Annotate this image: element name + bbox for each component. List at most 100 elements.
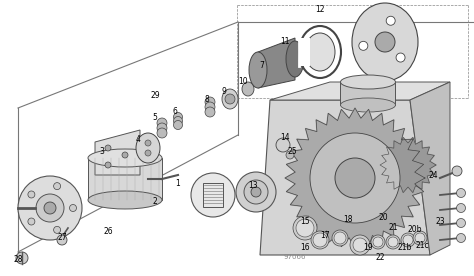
Circle shape [386, 16, 395, 25]
Ellipse shape [340, 98, 395, 112]
Text: 9: 9 [221, 87, 227, 97]
Text: 5: 5 [153, 113, 157, 123]
Text: 19: 19 [363, 243, 373, 253]
Polygon shape [270, 82, 450, 100]
Circle shape [70, 205, 76, 211]
Circle shape [28, 218, 35, 225]
Circle shape [54, 226, 61, 233]
Circle shape [157, 123, 167, 133]
Text: 16: 16 [300, 243, 310, 253]
Bar [203, 183, 223, 207]
Text: 29: 29 [150, 91, 160, 100]
Circle shape [191, 173, 235, 217]
Text: 21b: 21b [398, 243, 412, 253]
Text: 17: 17 [320, 230, 330, 240]
Polygon shape [88, 158, 162, 200]
Text: 21c: 21c [415, 240, 429, 250]
Circle shape [375, 32, 395, 52]
Circle shape [371, 235, 385, 249]
Circle shape [251, 187, 261, 197]
Polygon shape [340, 82, 395, 105]
Ellipse shape [136, 133, 160, 163]
Circle shape [373, 237, 383, 247]
Polygon shape [95, 130, 140, 175]
Circle shape [205, 97, 215, 107]
Polygon shape [285, 108, 425, 248]
Text: 14: 14 [280, 134, 290, 142]
Text: 2: 2 [153, 198, 157, 206]
Circle shape [456, 189, 465, 198]
Circle shape [286, 151, 294, 159]
Circle shape [157, 118, 167, 128]
Text: 25: 25 [287, 147, 297, 156]
Circle shape [359, 41, 368, 50]
Ellipse shape [88, 191, 162, 209]
Text: 24: 24 [428, 171, 438, 179]
Text: 18: 18 [343, 216, 353, 224]
Circle shape [173, 116, 182, 126]
Ellipse shape [88, 149, 162, 167]
Circle shape [350, 235, 370, 255]
Circle shape [296, 219, 314, 237]
Circle shape [122, 152, 128, 158]
Text: 97066: 97066 [284, 254, 306, 260]
Text: 7: 7 [260, 60, 264, 70]
Polygon shape [260, 100, 430, 255]
Text: 28: 28 [13, 256, 23, 264]
Text: 13: 13 [248, 181, 258, 190]
Circle shape [386, 235, 400, 249]
Text: 20b: 20b [408, 225, 422, 235]
Text: 20: 20 [378, 213, 388, 222]
Circle shape [157, 128, 167, 138]
Text: 10: 10 [238, 78, 248, 86]
Circle shape [334, 232, 346, 244]
Circle shape [16, 252, 28, 264]
Circle shape [293, 216, 317, 240]
Circle shape [353, 238, 367, 252]
Circle shape [225, 94, 235, 104]
Circle shape [310, 133, 400, 223]
Circle shape [403, 235, 413, 245]
Circle shape [236, 172, 276, 212]
Polygon shape [299, 38, 310, 66]
Ellipse shape [305, 33, 335, 71]
Text: 6: 6 [173, 107, 177, 116]
Circle shape [205, 107, 215, 117]
Circle shape [388, 237, 398, 247]
Circle shape [311, 231, 329, 249]
Text: 27: 27 [57, 233, 67, 243]
Polygon shape [258, 38, 295, 88]
Circle shape [396, 53, 405, 62]
Circle shape [276, 138, 290, 152]
Circle shape [452, 166, 462, 176]
Circle shape [413, 231, 427, 245]
Circle shape [44, 202, 56, 214]
Text: 15: 15 [300, 217, 310, 227]
Text: 11: 11 [280, 38, 290, 46]
Circle shape [456, 203, 465, 213]
Ellipse shape [286, 41, 304, 77]
Ellipse shape [340, 75, 395, 89]
Text: 26: 26 [103, 227, 113, 237]
Circle shape [332, 230, 348, 246]
Text: 21: 21 [388, 224, 398, 232]
Text: 4: 4 [136, 136, 140, 145]
Circle shape [54, 183, 61, 190]
Circle shape [456, 219, 465, 227]
Circle shape [18, 176, 82, 240]
Circle shape [456, 233, 465, 243]
Circle shape [28, 191, 35, 198]
Ellipse shape [249, 52, 267, 88]
Circle shape [105, 145, 111, 151]
Text: 23: 23 [435, 217, 445, 227]
Circle shape [57, 235, 67, 245]
Circle shape [415, 233, 425, 243]
Circle shape [145, 140, 151, 146]
Polygon shape [410, 82, 450, 255]
Ellipse shape [242, 82, 254, 96]
Ellipse shape [352, 3, 418, 81]
Circle shape [335, 158, 375, 198]
Circle shape [401, 233, 415, 247]
Text: 1: 1 [176, 179, 181, 189]
Circle shape [205, 102, 215, 112]
